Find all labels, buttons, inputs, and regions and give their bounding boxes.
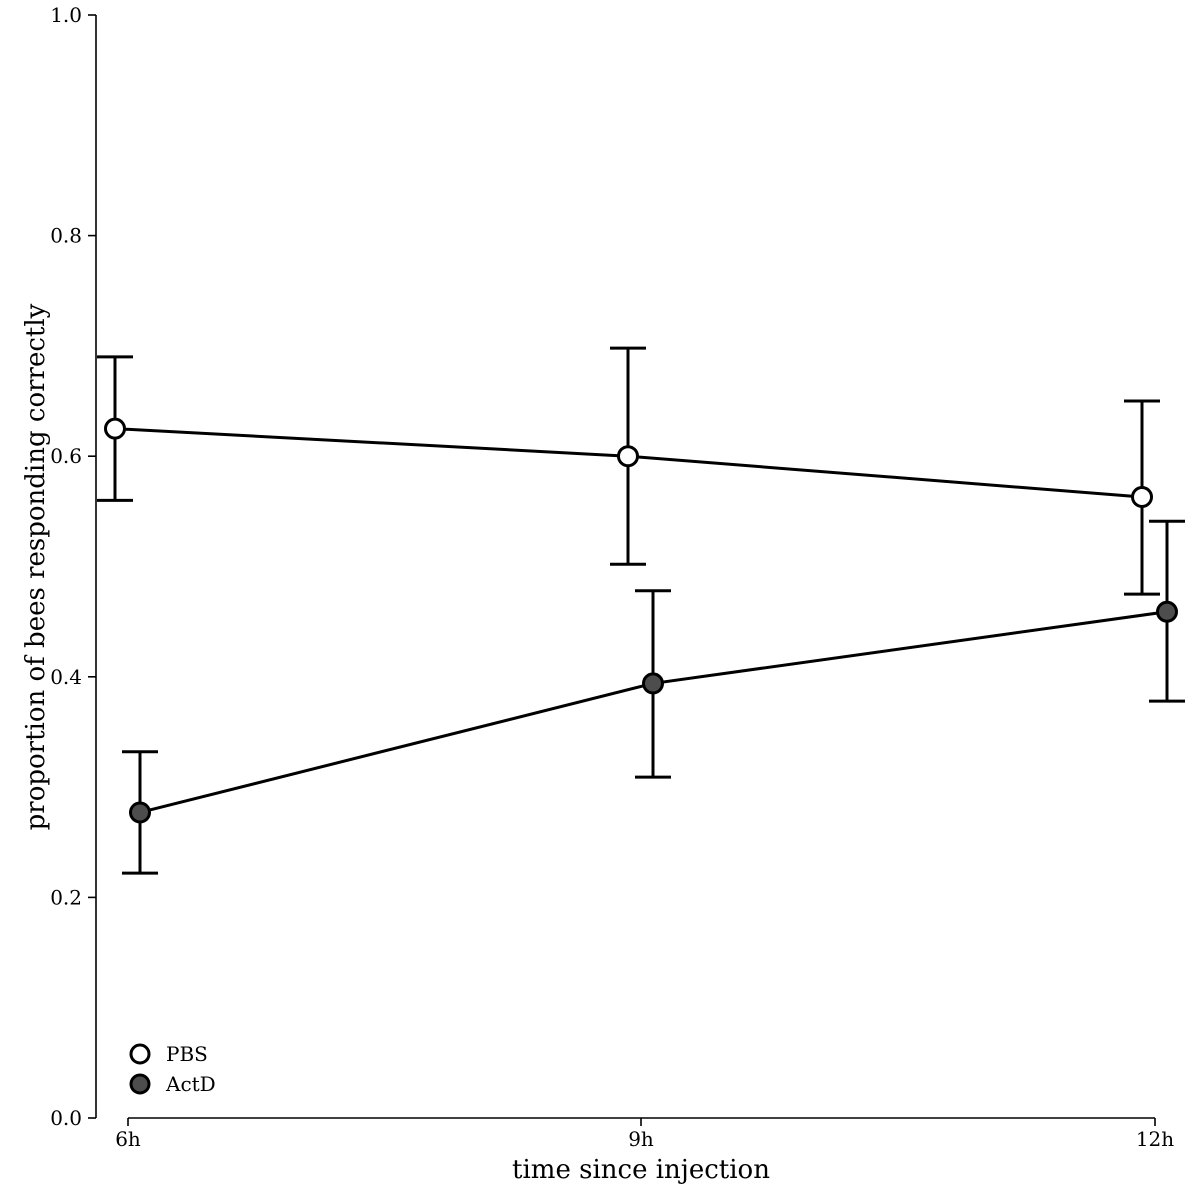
x-tick-label: 9h (628, 1127, 654, 1151)
x-ticks: 6h 9h 12h (115, 1118, 1174, 1151)
y-tick-label: 0.2 (50, 885, 82, 909)
y-ticks: 0.0 0.2 0.4 0.6 0.8 1.0 (50, 3, 96, 1130)
data-point-actd (642, 672, 664, 695)
legend: PBS ActD (129, 1042, 216, 1096)
data-point-pbs (104, 417, 126, 440)
series-actd (122, 519, 1185, 875)
legend-marker-pbs (129, 1043, 151, 1065)
data-point-actd (129, 801, 151, 824)
y-axis-label: proportion of bees responding correctly (21, 303, 51, 830)
axes: 0.0 0.2 0.4 0.6 0.8 1.0 6h 9h 12h (50, 3, 1174, 1151)
y-tick-label: 0.4 (50, 665, 82, 689)
legend-label-pbs: PBS (166, 1042, 208, 1066)
x-axis-label: time since injection (512, 1155, 770, 1185)
y-tick-label: 0.0 (50, 1106, 82, 1130)
legend-marker-actd (129, 1073, 151, 1095)
y-tick-label: 0.8 (50, 224, 82, 248)
legend-label-actd: ActD (165, 1072, 216, 1096)
data-point-actd (1156, 600, 1178, 623)
x-tick-label: 6h (115, 1127, 141, 1151)
data-point-pbs (1131, 486, 1153, 509)
series-pbs (97, 346, 1160, 596)
y-tick-label: 1.0 (50, 3, 82, 27)
y-tick-label: 0.6 (50, 444, 82, 468)
data-point-pbs (617, 445, 639, 468)
plot-area (97, 346, 1185, 875)
x-tick-label: 12h (1136, 1127, 1174, 1151)
